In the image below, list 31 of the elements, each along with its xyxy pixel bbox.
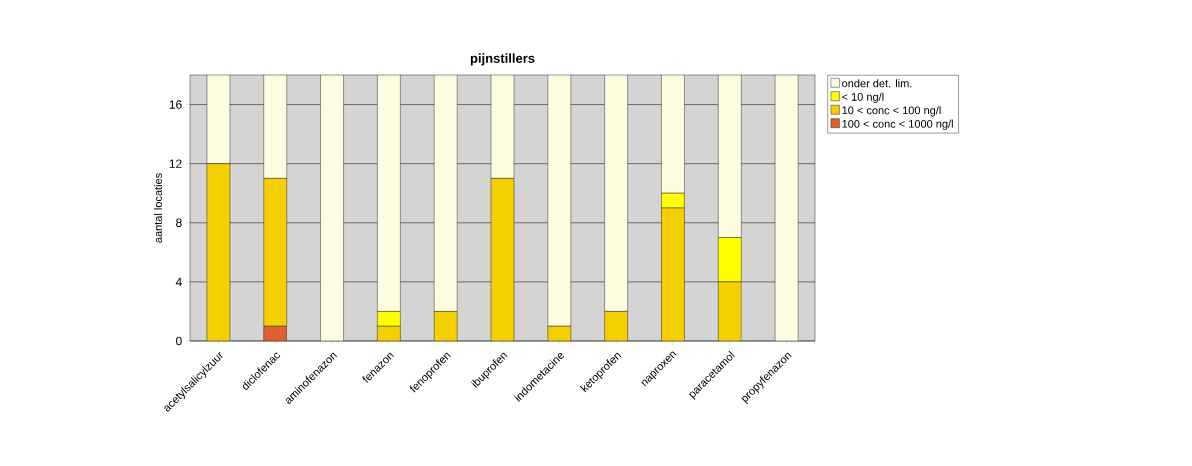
- bar: [661, 75, 685, 194]
- legend-label: onder det. lim.: [842, 79, 912, 88]
- bar: [206, 75, 231, 164]
- bar: [718, 75, 742, 238]
- legend-label: 100 < conc < 1000 ng/l: [842, 119, 953, 130]
- y-tick-label: 16: [169, 100, 182, 109]
- bar: [547, 75, 572, 327]
- bar: [433, 75, 458, 312]
- legend-label: < 10 ng/l: [842, 92, 884, 103]
- bar: [661, 193, 685, 209]
- bar: [604, 311, 628, 341]
- bar: [263, 75, 287, 179]
- bar: [490, 178, 515, 341]
- bar: [774, 75, 799, 341]
- y-tick-label: 12: [169, 159, 182, 168]
- y-tick-label: 0: [176, 336, 182, 346]
- y-axis-title: aantal locaties: [153, 173, 162, 243]
- bar: [320, 75, 344, 341]
- bar: [661, 207, 685, 341]
- bar: [490, 75, 515, 179]
- bar: [263, 178, 287, 327]
- legend-label: 10 < conc < 100 ng/l: [842, 106, 941, 117]
- bar: [377, 75, 401, 312]
- bar: [433, 311, 458, 341]
- y-tick-label: 8: [176, 218, 182, 228]
- bar: [604, 75, 628, 312]
- bar: [377, 311, 401, 327]
- chart-title: pijnstillers: [470, 53, 535, 66]
- bar: [206, 163, 231, 341]
- y-tick-label: 4: [175, 277, 182, 287]
- bar: [718, 281, 742, 341]
